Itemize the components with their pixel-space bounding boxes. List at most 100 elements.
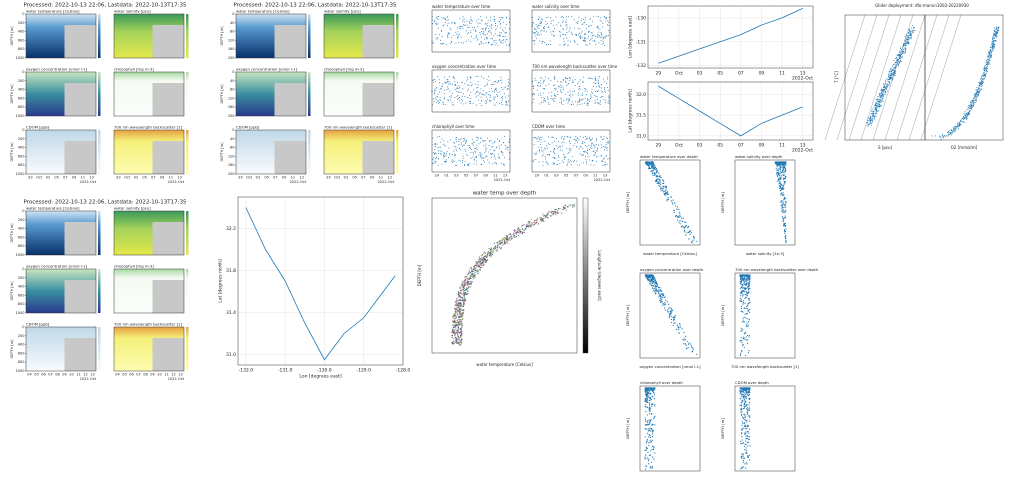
scatter-texture [493, 41, 495, 43]
scatter-texture [601, 43, 603, 45]
scatter-texture [488, 90, 490, 92]
x-tick-label: 05 [54, 176, 58, 180]
scatter-texture [690, 232, 692, 234]
scatter-texture [594, 151, 596, 153]
scatter-texture [783, 172, 785, 174]
frame [323, 71, 395, 117]
x-tick-label: 07 [574, 174, 578, 178]
scatter-texture [645, 389, 647, 391]
scatter-texture [498, 244, 500, 246]
scatter-texture [655, 175, 658, 177]
scatter-texture [606, 83, 608, 85]
scatter-texture [464, 160, 466, 162]
scatter-texture [474, 274, 476, 276]
scatter-texture [494, 245, 497, 247]
scatter-texture [742, 397, 744, 399]
scatter-texture [662, 187, 664, 190]
scatter-texture [565, 209, 567, 212]
y-tick-label: 0 [232, 128, 234, 132]
scatter-texture [651, 165, 653, 167]
scatter-texture [473, 37, 475, 39]
scatter-texture [602, 40, 604, 42]
scatter-texture [464, 148, 466, 150]
scatter-texture [451, 334, 454, 336]
scatter-texture [909, 31, 911, 33]
scatter-texture [561, 212, 563, 214]
scatter-texture [443, 152, 445, 154]
scatter-texture [487, 159, 489, 161]
scatter-texture [497, 248, 499, 250]
scatter-texture [669, 312, 672, 314]
scatter-texture [665, 186, 668, 188]
scatter-texture [893, 60, 895, 62]
scatter-texture [560, 101, 562, 103]
scatter-texture [684, 343, 686, 345]
scatter-texture [478, 256, 480, 258]
scatter-texture [785, 164, 787, 166]
scatter-texture [457, 296, 459, 298]
scatter-texture [443, 17, 445, 19]
scatter-texture [741, 351, 743, 353]
scatter-texture [501, 162, 503, 164]
scatter-texture [483, 140, 485, 142]
scatter-texture [784, 231, 787, 233]
scatter-texture [492, 83, 494, 85]
scatter-texture [452, 331, 455, 333]
scatter-texture [780, 171, 782, 174]
scatter-texture [594, 102, 596, 104]
scatter-texture [467, 283, 469, 285]
scatter-texture [607, 147, 609, 149]
scatter-texture [506, 16, 508, 18]
y-tick-label: 600 [18, 38, 25, 42]
scatter-texture [900, 49, 902, 51]
scatter-texture [463, 18, 465, 20]
scatter-texture [747, 285, 749, 288]
scatter-texture [685, 344, 687, 346]
scatter-texture [745, 283, 747, 285]
scatter-texture [459, 302, 461, 305]
scatter-texture [656, 182, 659, 184]
scatter-texture [740, 299, 743, 301]
scatter-texture [650, 450, 652, 452]
scatter-texture [551, 215, 553, 217]
scatter-texture [552, 162, 554, 164]
scatter-texture [647, 460, 650, 462]
scatter-texture [595, 156, 597, 158]
scatter-texture [499, 32, 501, 34]
scatter-texture [456, 322, 459, 324]
scatter-texture [498, 34, 500, 36]
x-note: 2022-Oct [378, 180, 395, 184]
scatter-texture [561, 137, 563, 139]
scatter-texture [581, 143, 583, 145]
scatter-texture [588, 144, 590, 146]
scatter-texture [460, 307, 462, 309]
x-tick-label: 05 [122, 373, 126, 377]
scatter-texture [745, 280, 747, 283]
scatter-texture [584, 33, 586, 35]
isopycnal [836, 14, 878, 141]
scatter-texture [541, 149, 543, 151]
scatter-texture [539, 137, 541, 139]
scatter-texture [747, 390, 750, 392]
scatter-texture [608, 100, 610, 102]
panel-title: chlorophyll over depth [640, 380, 683, 385]
y-tick-label: 800 [18, 302, 25, 306]
panel-title: water temperature over depth [640, 154, 698, 159]
scatter-texture [512, 233, 514, 236]
scatter-texture [543, 218, 545, 220]
scatter-texture [666, 200, 668, 202]
scatter-texture [875, 109, 877, 111]
scatter-texture [651, 445, 654, 447]
scatter-texture [749, 287, 751, 290]
scatter-texture [890, 69, 892, 71]
scatter-texture [460, 25, 462, 27]
scatter-texture [534, 32, 536, 34]
scatter-texture [591, 96, 593, 98]
scatter-texture [585, 33, 587, 35]
scatter-texture [485, 85, 487, 87]
scatter-texture [457, 138, 459, 140]
frame [113, 326, 185, 372]
x-tick-label: 03 [554, 174, 558, 178]
x-tick-label: 13 [177, 176, 181, 180]
x-tick-label: Oct [246, 176, 253, 180]
